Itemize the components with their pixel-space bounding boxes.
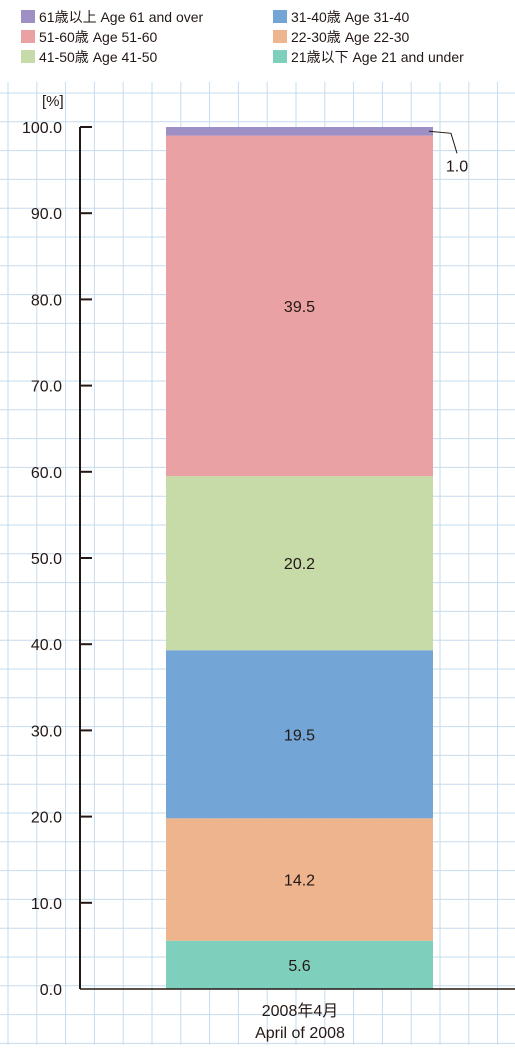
x-category-label: 2008年4月 <box>262 1002 339 1020</box>
bar-stack <box>166 127 433 989</box>
y-unit-label: [%] <box>42 93 64 110</box>
data-label: 1.0 <box>446 158 468 175</box>
y-tick-label: 30.0 <box>31 723 62 740</box>
bar-segment <box>166 127 433 136</box>
y-tick-label: 20.0 <box>31 810 62 827</box>
data-label: 20.2 <box>284 556 315 573</box>
legend-label: 41-50歳 Age 41-50 <box>39 49 158 65</box>
y-tick-label: 60.0 <box>31 465 62 482</box>
legend-swatch <box>21 10 35 23</box>
y-tick-label: 70.0 <box>31 379 62 396</box>
legend-swatch <box>273 30 287 43</box>
legend: 61歳以上 Age 61 and over 31-40歳 Age 31-40 51-… <box>21 9 464 65</box>
y-tick-label: 40.0 <box>31 637 62 654</box>
y-tick-label: 90.0 <box>31 206 62 223</box>
bar-segment <box>166 135 433 477</box>
y-tick-label: 0.0 <box>40 982 62 999</box>
data-label: 39.5 <box>284 299 315 316</box>
y-tick-label: 100.0 <box>22 120 62 137</box>
axes: 0.0 10.0 20.0 30.0 40.0 50.0 60.0 70.0 80.0 90.0 1… <box>22 120 515 999</box>
bar-segment <box>166 476 433 651</box>
data-labels: 5.6 14.2 19.5 20.2 39.5 1.0 <box>284 130 468 975</box>
legend-label: 51-60歳 Age 51-60 <box>39 29 158 45</box>
legend-label: 21歳以下 Age 21 and under <box>291 49 464 65</box>
x-category-sublabel: April of 2008 <box>255 1025 345 1042</box>
bar-segment <box>166 940 433 989</box>
y-tick-label: 10.0 <box>31 896 62 913</box>
bar-segment <box>166 818 433 941</box>
legend-swatch <box>273 50 287 63</box>
legend-label: 22-30歳 Age 22-30 <box>291 29 410 45</box>
data-label-leader <box>428 130 458 154</box>
y-tick-label: 50.0 <box>31 551 62 568</box>
legend-label: 61歳以上 Age 61 and over <box>39 9 204 25</box>
legend-label: 31-40歳 Age 31-40 <box>291 9 410 25</box>
legend-swatch <box>21 30 35 43</box>
y-tick-label: 80.0 <box>31 292 62 309</box>
data-label: 5.6 <box>288 958 310 975</box>
x-axis-labels: 2008年4月 April of 2008 <box>255 1002 345 1042</box>
legend-swatch <box>21 50 35 63</box>
data-label: 19.5 <box>284 727 315 744</box>
bar-segment <box>166 650 433 819</box>
legend-swatch <box>273 10 287 23</box>
data-label: 14.2 <box>284 873 315 890</box>
